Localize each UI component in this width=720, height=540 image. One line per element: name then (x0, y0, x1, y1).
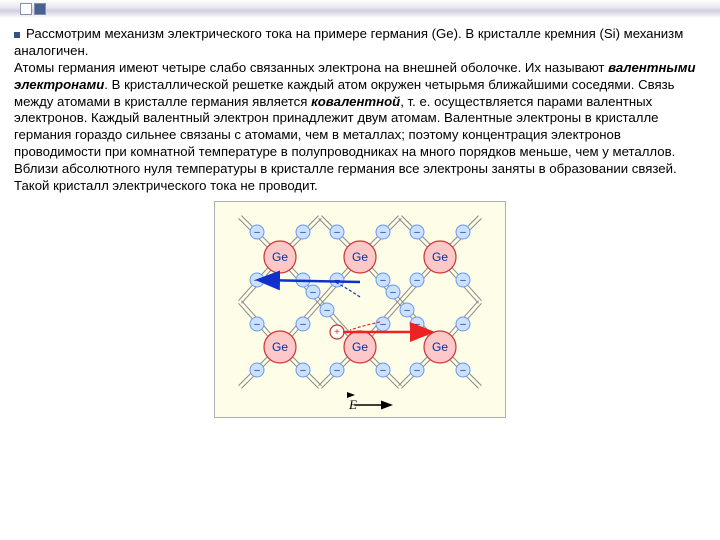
svg-text:–: – (404, 305, 410, 316)
diagram-container: GeGeGeGeGeGe–––––––––––––––––––––––––––+… (0, 201, 720, 423)
svg-text:–: – (414, 319, 420, 330)
bullet-icon (14, 32, 20, 38)
slide-header-bar (0, 0, 720, 18)
header-decor (20, 2, 48, 20)
svg-text:–: – (460, 319, 466, 330)
svg-text:–: – (334, 365, 340, 376)
svg-text:–: – (380, 319, 386, 330)
svg-text:–: – (254, 319, 260, 330)
term-covalent: ковалентной (311, 94, 400, 109)
svg-text:–: – (414, 365, 420, 376)
svg-text:Ge: Ge (432, 250, 448, 264)
svg-text:–: – (310, 287, 316, 298)
svg-text:Ge: Ge (432, 340, 448, 354)
svg-text:Ge: Ge (352, 340, 368, 354)
paragraph-1: Рассмотрим механизм электрического тока … (14, 26, 683, 58)
svg-text:Ge: Ge (352, 250, 368, 264)
svg-text:+: + (334, 327, 340, 338)
svg-text:–: – (254, 275, 260, 286)
svg-text:–: – (300, 365, 306, 376)
svg-text:–: – (300, 319, 306, 330)
svg-text:Ge: Ge (272, 250, 288, 264)
svg-text:–: – (324, 305, 330, 316)
svg-text:–: – (334, 227, 340, 238)
svg-text:–: – (380, 365, 386, 376)
svg-text:Ge: Ge (272, 340, 288, 354)
svg-text:–: – (460, 275, 466, 286)
svg-text:–: – (380, 227, 386, 238)
svg-text:–: – (460, 365, 466, 376)
svg-text:–: – (460, 227, 466, 238)
svg-text:–: – (254, 227, 260, 238)
svg-text:–: – (254, 365, 260, 376)
paragraph-2a: Атомы германия имеют четыре слабо связан… (14, 60, 608, 75)
svg-text:–: – (414, 275, 420, 286)
svg-text:–: – (390, 287, 396, 298)
svg-text:–: – (414, 227, 420, 238)
lattice-diagram: GeGeGeGeGeGe–––––––––––––––––––––––––––+… (214, 201, 506, 418)
svg-text:–: – (300, 227, 306, 238)
svg-text:–: – (380, 275, 386, 286)
slide-text: Рассмотрим механизм электрического тока … (0, 18, 720, 195)
svg-text:E: E (348, 397, 357, 412)
